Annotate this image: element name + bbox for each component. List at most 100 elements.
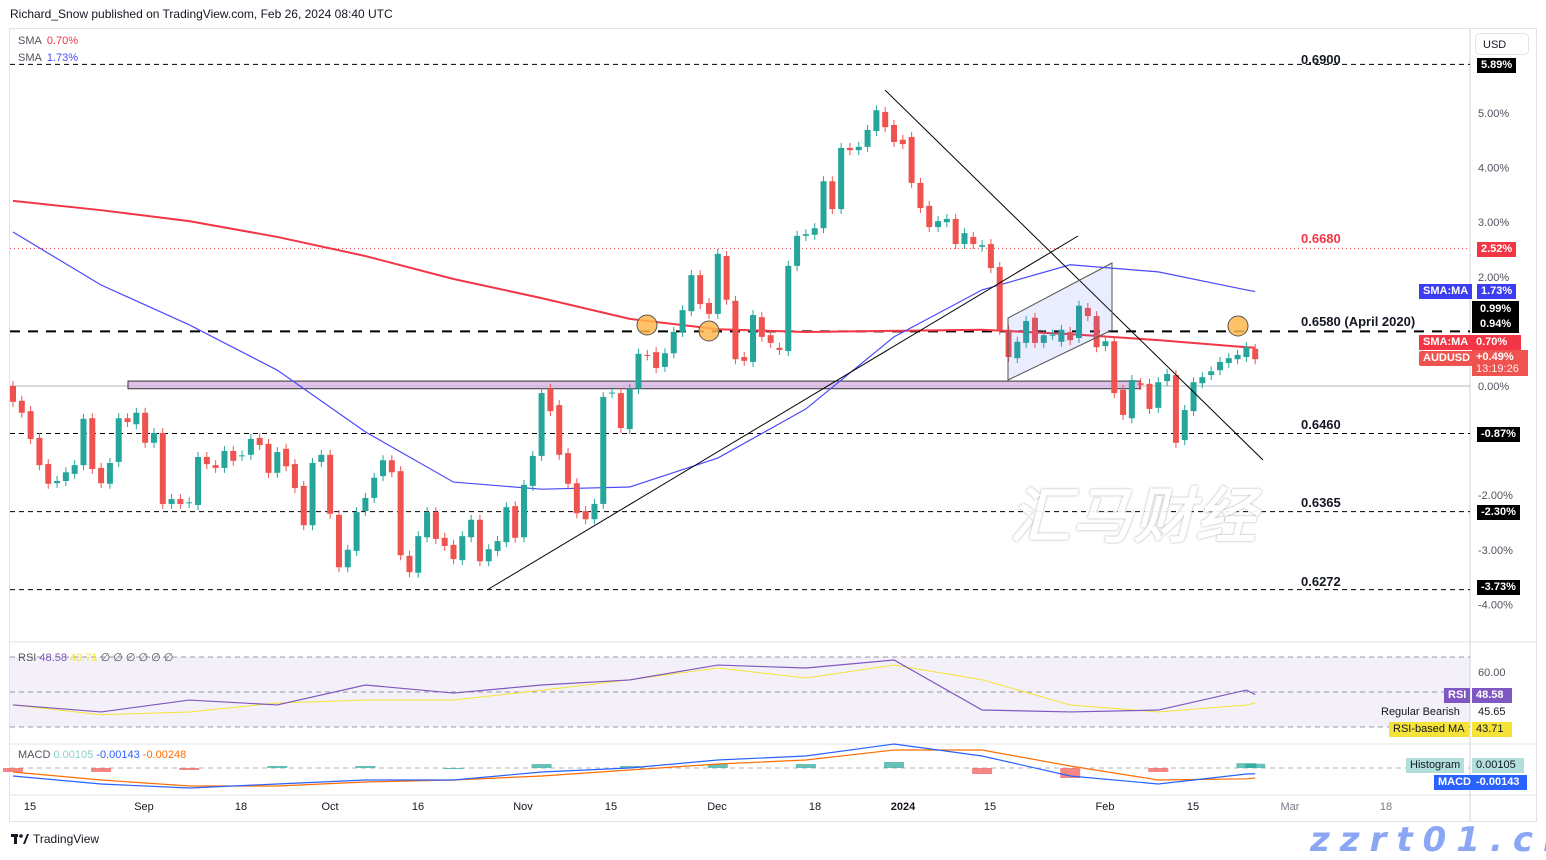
candle-up [855, 146, 862, 151]
time-tick: Sep [134, 801, 154, 813]
candle-up [195, 456, 202, 506]
macd-histogram-bar [355, 766, 376, 768]
macd-histogram-bar [707, 764, 728, 768]
macd-histogram-bar [1245, 763, 1266, 768]
candle-down [27, 411, 34, 439]
candle-down [573, 483, 580, 514]
candle-up [670, 331, 677, 354]
time-tick: Dec [707, 801, 727, 813]
candle-up [1155, 382, 1162, 408]
candle-down [142, 412, 149, 443]
candle-up [1190, 382, 1197, 412]
candle-up [115, 418, 122, 462]
candle-down [1252, 348, 1259, 360]
candle-up [794, 235, 801, 266]
legend-sma-value: 0.70% [46, 35, 79, 47]
candle-up [864, 129, 871, 147]
y-tick-label: 4.00% [1478, 163, 1509, 175]
macd-histogram-bar [3, 768, 23, 772]
legend-sma-label: SMA [18, 52, 42, 64]
candle-up [380, 460, 387, 477]
candle-up [838, 147, 845, 210]
macd-histogram-bar [531, 764, 552, 768]
level-badge-high: 0.99% [1472, 301, 1520, 317]
rsi-label: RSI [18, 652, 37, 664]
candle-up [221, 450, 228, 468]
level-badge: -3.73% [1477, 580, 1520, 595]
candle-down [18, 400, 25, 413]
touch-point-marker [1227, 315, 1249, 337]
candle-up [415, 536, 422, 573]
candle-up [247, 438, 254, 455]
candle-down [829, 181, 836, 210]
y-tick-label: -4.00% [1478, 599, 1513, 611]
candle-up [750, 315, 757, 362]
candle-up [802, 234, 809, 236]
touch-point-marker [698, 320, 720, 342]
candle-down [450, 544, 457, 560]
macd-badge-name: MACD [1434, 775, 1475, 790]
candle-up [1102, 341, 1109, 347]
legend-sma-50[interactable]: SMA 1.73% [18, 52, 78, 64]
macd-histogram-bar [972, 768, 993, 774]
candle-down [1146, 383, 1153, 409]
candle-up [80, 418, 87, 466]
candle-down [388, 460, 395, 473]
time-tick: Nov [513, 801, 533, 813]
published-header: Richard_Snow published on TradingView.co… [10, 7, 393, 21]
legend-rsi[interactable]: RSI 48.58 43.71 ∅ ∅ ∅ ∅ ∅ ∅ [18, 651, 173, 664]
candle-up [1014, 341, 1021, 359]
candle-down [741, 357, 748, 361]
legend-macd[interactable]: MACD 0.00105 -0.00143 -0.00248 [18, 749, 186, 761]
tradingview-logo[interactable]: TradingView [11, 832, 99, 846]
legend-sma-value: 1.73% [46, 52, 79, 64]
currency-button[interactable]: USD [1475, 33, 1529, 55]
time-tick: 18 [808, 801, 822, 813]
macd-hist-value: 0.00105 [53, 749, 94, 761]
y-tick-label: -3.00% [1478, 545, 1513, 557]
candle-down [124, 418, 131, 423]
y-tick-label: 2.00% [1478, 272, 1509, 284]
candle-up [1225, 358, 1232, 364]
candle-down [697, 275, 704, 305]
candle-down [882, 111, 889, 128]
rsi-badge-name: RSI [1444, 688, 1471, 703]
candle-down [291, 464, 298, 489]
y-tick-label: 5.00% [1478, 108, 1509, 120]
candle-up [961, 233, 968, 245]
symbol-change: +0.49% [1476, 351, 1514, 363]
candle-up [688, 275, 695, 312]
time-tick: Oct [321, 801, 339, 813]
legend-sma-200[interactable]: SMA 0.70% [18, 35, 78, 47]
rsi-badge-value: 48.58 [1472, 688, 1512, 703]
bar-countdown: 13:19:26 [1476, 363, 1519, 375]
candle-up [503, 507, 510, 543]
touch-point-marker [636, 314, 658, 336]
candle-up [133, 412, 140, 425]
rsi-ma-badge-value: 43.71 [1472, 722, 1512, 737]
y-tick-label: 3.00% [1478, 217, 1509, 229]
sma-ma-red-value: 0.70% [1472, 335, 1522, 350]
level-badge: -0.87% [1477, 427, 1520, 442]
candle-up [150, 432, 157, 443]
level-label: 0.6680 [1301, 231, 1341, 246]
candle-up [943, 218, 950, 223]
candle-up [1049, 334, 1056, 336]
sma-ma-red-name: SMA:MA [1419, 335, 1473, 350]
downtrend-line [884, 89, 1264, 461]
candle-up [468, 519, 475, 538]
candle-up [309, 462, 316, 526]
chart-frame [9, 28, 1537, 822]
candle-up [820, 181, 827, 229]
macd-line-value: -0.00143 [96, 749, 140, 761]
candle-up [1128, 379, 1135, 419]
legend-sma-label: SMA [18, 35, 42, 47]
level-label: 0.6272 [1301, 574, 1341, 589]
watermark-cn: 汇马财经 [1010, 482, 1258, 552]
candle-down [582, 511, 589, 520]
candle-up [661, 353, 668, 367]
macd-histogram-bar [795, 764, 816, 768]
candle-down [1093, 316, 1100, 348]
candle-down [565, 453, 572, 484]
